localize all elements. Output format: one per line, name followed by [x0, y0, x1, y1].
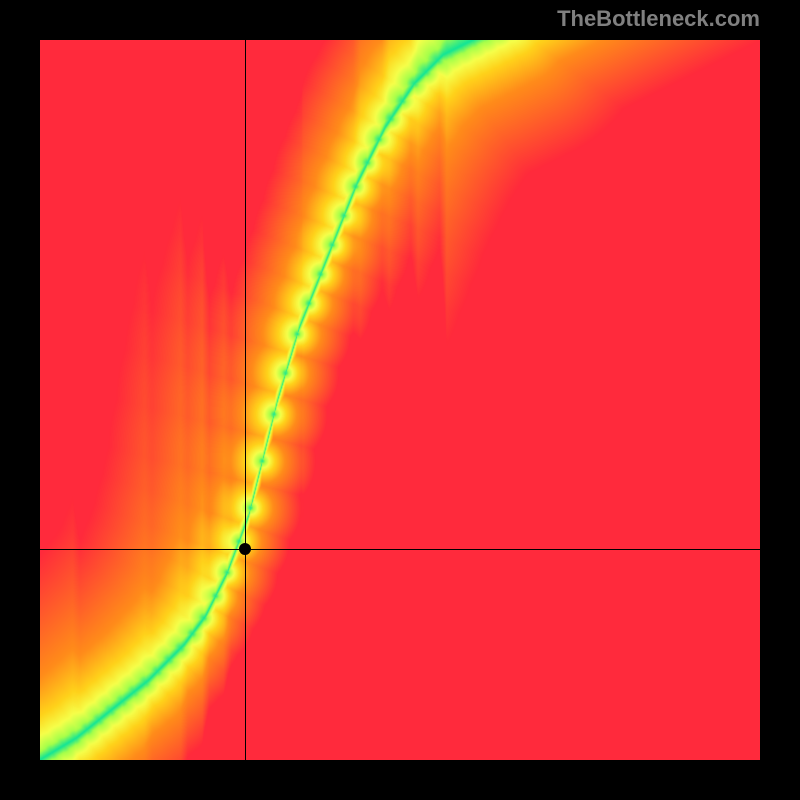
heatmap-canvas [40, 40, 760, 760]
heatmap-plot [40, 40, 760, 760]
chart-container: TheBottleneck.com [0, 0, 800, 800]
attribution-label: TheBottleneck.com [557, 6, 760, 32]
